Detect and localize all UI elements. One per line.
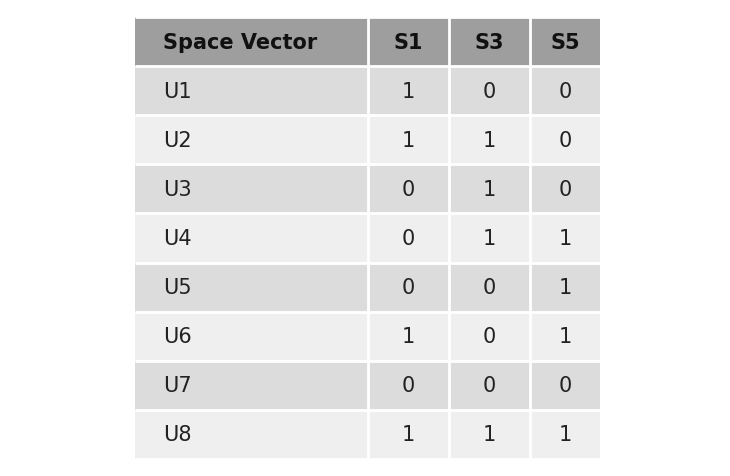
Text: 0: 0 [402, 376, 415, 396]
Bar [530, 116, 600, 165]
Bar [449, 214, 530, 263]
Bar [367, 263, 449, 312]
Text: 1: 1 [402, 327, 415, 347]
Bar [135, 410, 367, 459]
Bar [530, 312, 600, 361]
Text: 0: 0 [483, 81, 496, 101]
Text: 0: 0 [558, 130, 572, 150]
Bar [135, 18, 367, 67]
Bar [449, 263, 530, 312]
Bar [530, 263, 600, 312]
Bar [449, 116, 530, 165]
Text: U4: U4 [163, 228, 191, 248]
Bar [367, 214, 449, 263]
Text: U2: U2 [163, 130, 191, 150]
Bar [367, 165, 449, 214]
Bar [449, 312, 530, 361]
Bar [135, 165, 367, 214]
Bar [367, 116, 449, 165]
Bar [449, 18, 530, 67]
Bar [530, 214, 600, 263]
Bar [367, 410, 449, 459]
Text: 1: 1 [483, 179, 496, 199]
Text: 0: 0 [402, 228, 415, 248]
Bar [135, 361, 367, 410]
Bar [449, 67, 530, 116]
Text: 1: 1 [558, 278, 572, 298]
Bar [135, 67, 367, 116]
Text: 0: 0 [402, 278, 415, 298]
Text: U1: U1 [163, 81, 191, 101]
Bar [530, 165, 600, 214]
Bar [449, 361, 530, 410]
Text: 0: 0 [483, 376, 496, 396]
Text: 1: 1 [558, 327, 572, 347]
Text: 1: 1 [483, 228, 496, 248]
Text: 0: 0 [558, 81, 572, 101]
Text: 1: 1 [558, 425, 572, 445]
Text: U8: U8 [163, 425, 191, 445]
Bar [367, 67, 449, 116]
Bar [135, 116, 367, 165]
Text: U7: U7 [163, 376, 191, 396]
Bar [530, 67, 600, 116]
Text: 0: 0 [558, 376, 572, 396]
Text: 1: 1 [558, 228, 572, 248]
Bar [367, 18, 449, 67]
Text: Space Vector: Space Vector [163, 32, 317, 52]
Bar [135, 263, 367, 312]
Text: S1: S1 [393, 32, 423, 52]
Text: 0: 0 [558, 179, 572, 199]
Text: 0: 0 [483, 278, 496, 298]
Text: U3: U3 [163, 179, 191, 199]
Text: 1: 1 [402, 130, 415, 150]
Text: 1: 1 [402, 81, 415, 101]
Bar [135, 214, 367, 263]
Text: 1: 1 [483, 130, 496, 150]
Text: S3: S3 [474, 32, 504, 52]
Bar [367, 361, 449, 410]
Text: 0: 0 [402, 179, 415, 199]
Bar [449, 410, 530, 459]
Text: U6: U6 [163, 327, 192, 347]
Bar [449, 165, 530, 214]
Text: 1: 1 [402, 425, 415, 445]
Text: U5: U5 [163, 278, 191, 298]
Bar [530, 18, 600, 67]
Bar [530, 361, 600, 410]
Bar [367, 312, 449, 361]
Text: 1: 1 [483, 425, 496, 445]
Text: S5: S5 [550, 32, 580, 52]
Bar [135, 312, 367, 361]
Bar [530, 410, 600, 459]
Text: 0: 0 [483, 327, 496, 347]
